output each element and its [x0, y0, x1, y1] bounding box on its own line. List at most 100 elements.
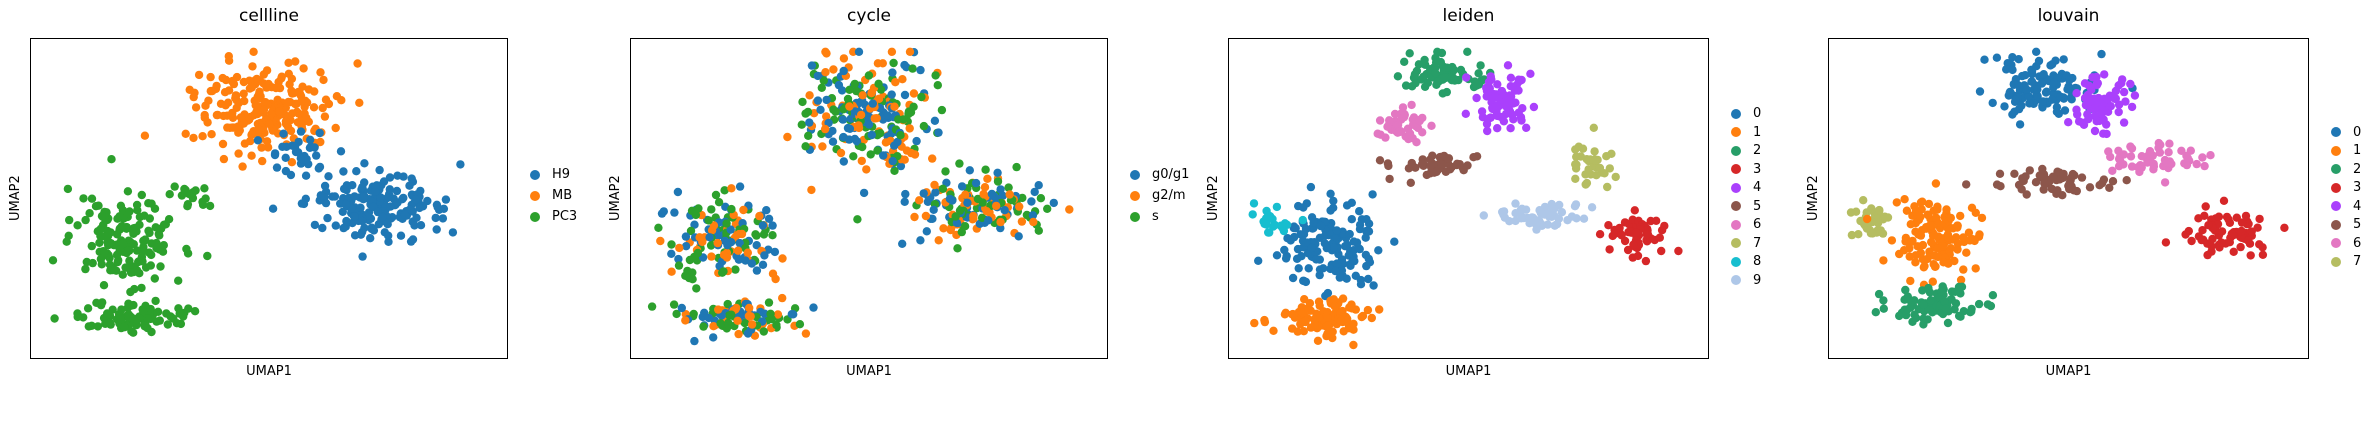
data-point — [807, 185, 816, 195]
data-point — [144, 199, 153, 208]
legend-item: 1 — [2331, 143, 2361, 158]
data-point — [297, 199, 307, 208]
data-point — [1931, 179, 1941, 188]
data-point — [746, 312, 755, 321]
data-point — [731, 265, 740, 274]
data-point — [284, 58, 293, 67]
data-point — [2214, 242, 2224, 251]
data-point — [415, 203, 424, 213]
data-point — [1632, 228, 1641, 237]
data-point — [1301, 317, 1310, 326]
data-point — [135, 220, 144, 229]
data-point — [1420, 82, 1430, 91]
data-point — [2162, 158, 2172, 167]
data-point — [341, 200, 351, 210]
data-point — [2022, 190, 2031, 199]
data-point — [992, 201, 1001, 211]
data-point — [2192, 159, 2201, 169]
data-point — [93, 227, 102, 236]
data-point — [174, 276, 183, 285]
data-point — [239, 89, 248, 98]
data-point — [2126, 152, 2136, 161]
data-point — [659, 207, 668, 216]
data-point — [2246, 251, 2255, 260]
data-point — [155, 231, 164, 240]
y-axis-label: UMAP2 — [608, 174, 623, 221]
data-point — [65, 215, 74, 225]
legend-marker — [1130, 169, 1140, 180]
data-point — [747, 320, 757, 329]
data-point — [891, 78, 900, 87]
data-point — [1932, 213, 1941, 222]
data-point — [2145, 147, 2155, 156]
data-point — [711, 190, 721, 200]
data-point — [281, 117, 291, 126]
data-point — [1887, 236, 1897, 245]
data-point — [259, 105, 269, 114]
data-point — [819, 76, 828, 85]
data-point — [1518, 104, 1527, 113]
data-point — [912, 136, 921, 146]
data-point — [1506, 99, 1515, 109]
data-point — [930, 116, 940, 126]
data-point — [2121, 97, 2130, 106]
data-point — [358, 182, 367, 192]
data-point — [132, 246, 142, 255]
data-point — [1291, 224, 1300, 233]
data-point — [876, 129, 885, 138]
data-point — [279, 129, 288, 138]
data-point — [1605, 164, 1614, 173]
data-point — [1362, 215, 1371, 224]
data-point — [1316, 221, 1326, 231]
data-point — [719, 250, 729, 260]
data-point — [1923, 254, 1932, 264]
data-point — [1304, 264, 1313, 273]
data-point — [1940, 297, 1949, 306]
data-point — [1280, 245, 1289, 255]
data-point — [1345, 229, 1354, 239]
data-point — [908, 64, 917, 73]
data-point — [854, 121, 863, 130]
data-point — [980, 183, 990, 192]
data-point — [1272, 251, 1282, 260]
data-point — [1851, 207, 1861, 216]
data-point — [1930, 262, 1940, 271]
data-point — [1919, 314, 1928, 323]
data-point — [1525, 214, 1534, 223]
data-point — [2137, 152, 2146, 161]
data-point — [124, 312, 133, 322]
data-point — [1034, 181, 1043, 190]
data-point — [873, 59, 883, 68]
data-point — [1427, 121, 1436, 130]
data-point — [1605, 245, 1614, 254]
data-point — [965, 166, 974, 175]
data-point — [355, 98, 364, 107]
data-point — [103, 309, 112, 318]
data-point — [323, 213, 332, 223]
data-point — [1384, 161, 1393, 171]
legend-item: MB — [530, 188, 572, 203]
legend-marker — [1731, 256, 1741, 267]
data-point — [2104, 94, 2113, 104]
data-point — [981, 165, 990, 174]
data-point — [1422, 170, 1431, 180]
data-point — [733, 316, 742, 325]
legend-label: g0/g1 — [1152, 167, 1190, 182]
data-point — [2236, 242, 2245, 252]
data-point — [1407, 158, 1416, 168]
data-point — [2080, 93, 2090, 103]
data-point — [1630, 206, 1639, 215]
data-point — [1347, 198, 1356, 207]
data-point — [1992, 180, 2002, 189]
data-point — [1280, 310, 1290, 319]
legend-marker — [2331, 219, 2341, 230]
data-point — [119, 239, 128, 248]
data-point — [366, 234, 375, 243]
data-point — [1368, 190, 1377, 199]
data-point — [2237, 233, 2246, 242]
data-point — [126, 287, 135, 297]
data-point — [2160, 178, 2170, 187]
data-point — [306, 135, 315, 144]
data-point — [117, 305, 126, 314]
data-point — [2010, 169, 2019, 178]
